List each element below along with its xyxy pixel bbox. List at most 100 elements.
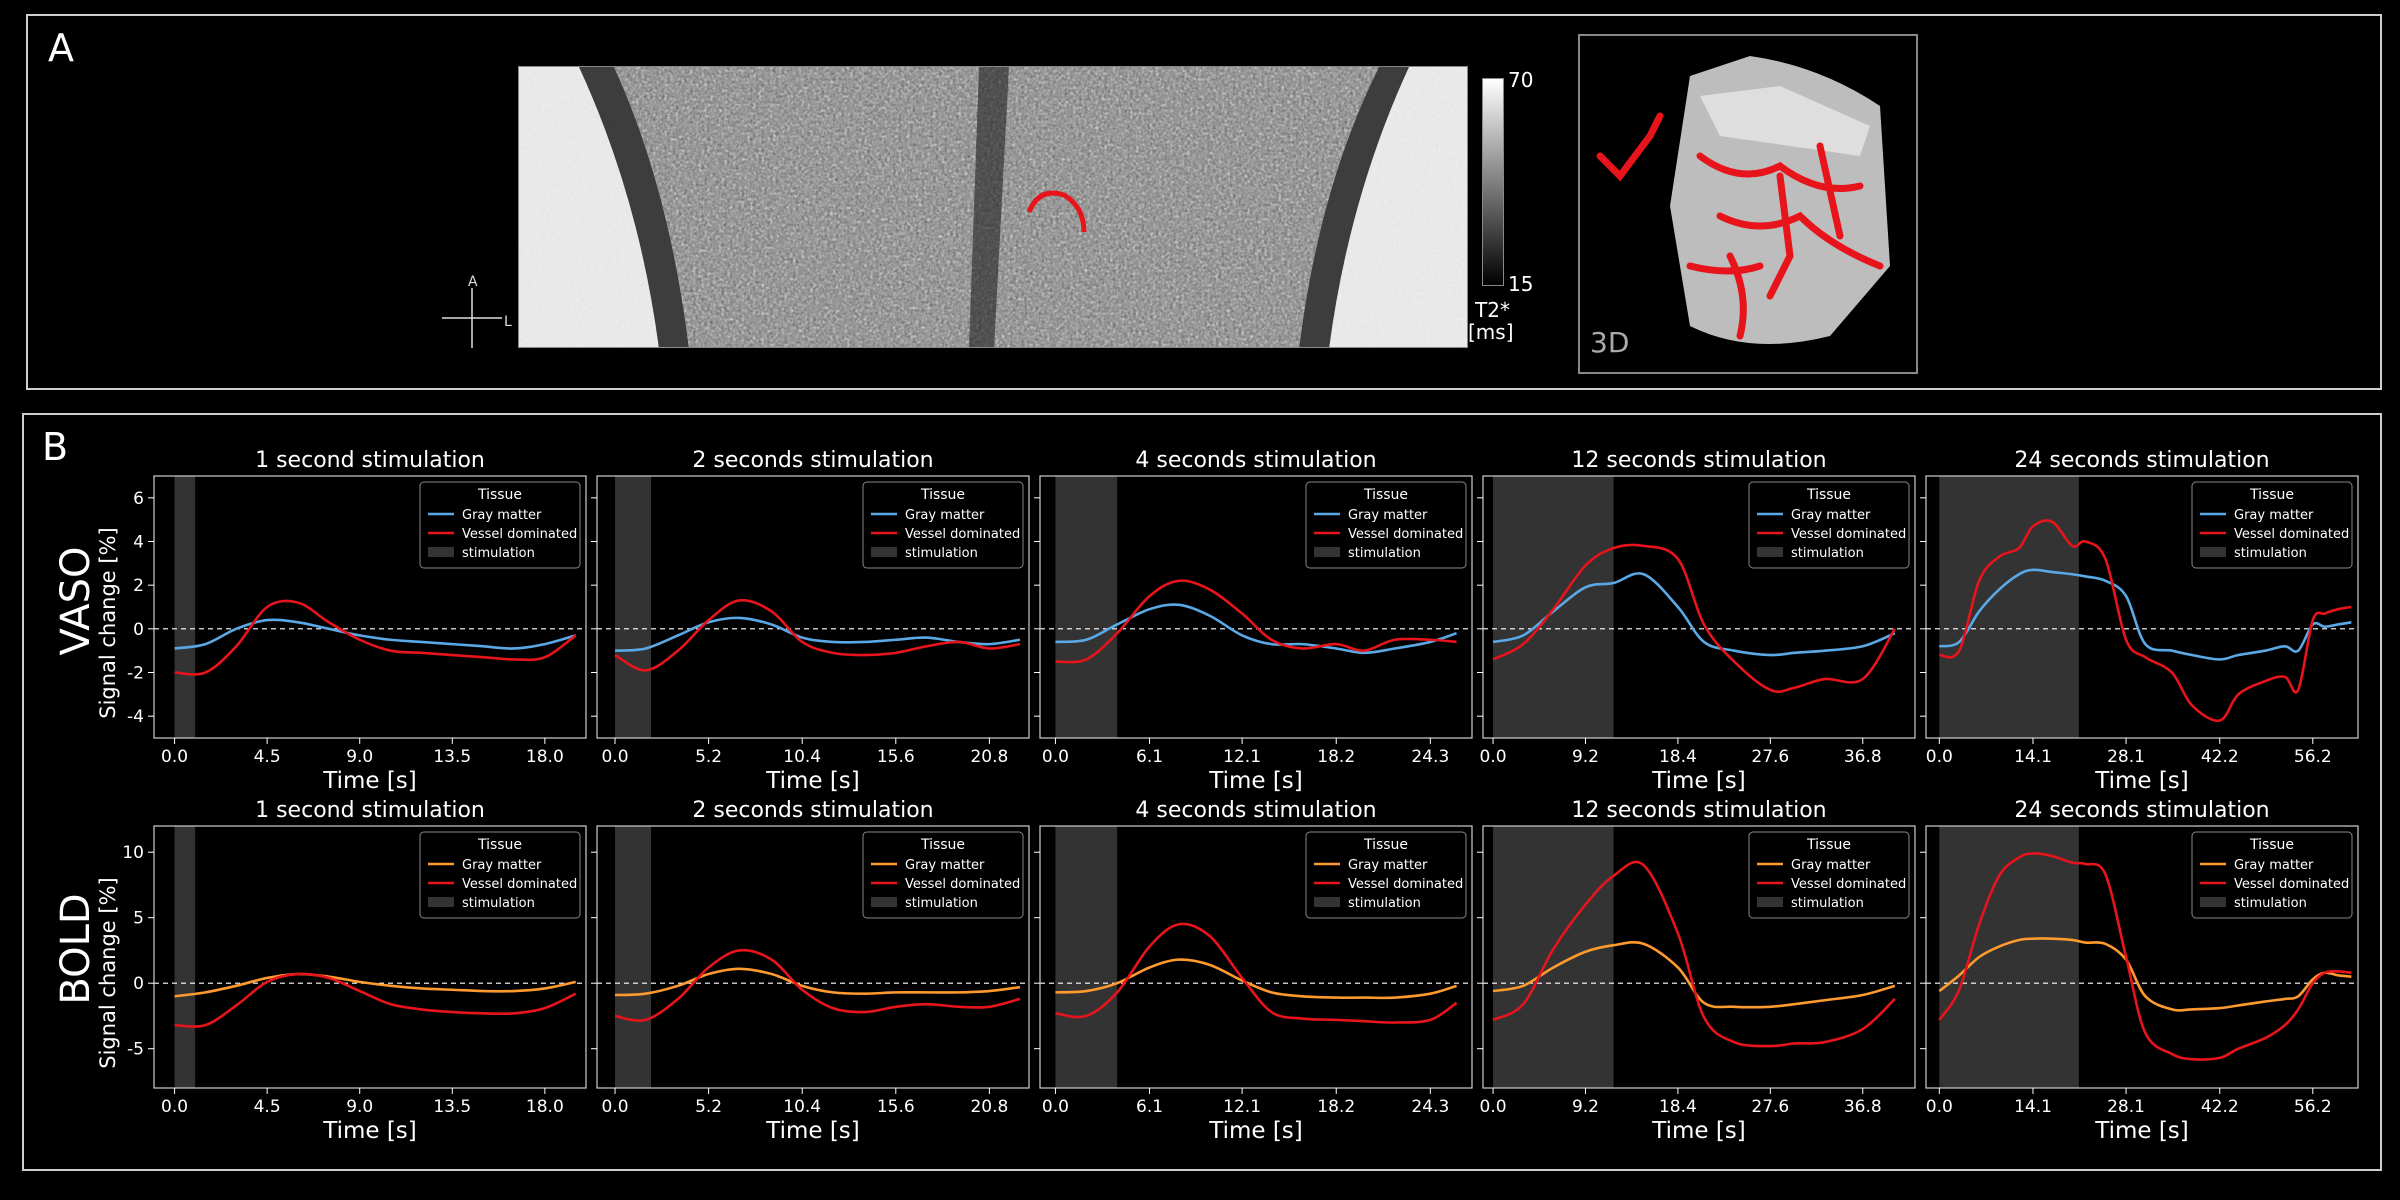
x-tick-label: 36.8 [1844,747,1882,767]
plot-frame [1482,475,1916,739]
orientation-anterior-label: A [468,274,478,290]
chart-bold-2: 2 seconds stimulation 0.0 5.2 10.4 15.6 20.8 T… [591,798,1030,1144]
colorbar-min-label: 15 [1508,272,1534,296]
legend-stimulation-swatch [1757,897,1783,907]
legend-vessel-dominated-label: Vessel dominated [2234,877,2349,892]
x-tick-label: 42.2 [2201,747,2239,767]
legend-title: Tissue [477,837,522,853]
y-tick-label: 10 [122,843,144,863]
x-tick-label: 12.1 [1223,1097,1261,1117]
x-tick-label: 20.8 [970,747,1008,767]
x-tick-label: 18.4 [1659,747,1697,767]
3d-render-image: 3D [1578,34,1918,374]
legend-gray-matter-label: Gray matter [2234,508,2314,523]
x-tick-label: 12.1 [1223,747,1261,767]
legend-box [419,481,581,569]
legend-stimulation-swatch [1314,547,1340,557]
series-line-vessel-dominated [1492,860,1896,1048]
slice-left-dark-band [579,67,689,347]
x-axis-label: Time [s] [1208,1118,1303,1144]
chart-bold-4: 12 seconds stimulation 0.0 9.2 18.4 27.6 36.8… [1477,798,1916,1144]
legend-stimulation-swatch [428,547,454,557]
y-tick-label: 4 [133,533,144,553]
legend-title: Tissue [477,487,522,503]
slice-right-dark-band [1299,67,1409,347]
x-tick-label: 9.2 [1572,1097,1599,1117]
x-tick-label: 5.2 [695,747,722,767]
legend-vessel-dominated-label: Vessel dominated [1348,527,1463,542]
series-line-vessel-dominated [1055,922,1458,1024]
series-line-vessel-dominated [614,598,1021,672]
3d-tissue-highlight [1700,86,1870,156]
plot-frame [1482,825,1916,1089]
x-axis-label: Time [s] [765,768,860,794]
3d-render-drawing [1596,56,1890,344]
stimulation-period [1493,826,1614,1088]
chart-title: 4 seconds stimulation [1135,798,1376,823]
legend-box [862,831,1024,919]
x-tick-label: 13.5 [433,747,471,767]
x-tick-label: 0.0 [1042,1097,1069,1117]
legend-gray-matter-label: Gray matter [905,508,985,523]
x-tick-label: 0.0 [1042,747,1069,767]
panel-a: A 70 15 T2* [ms] A L [26,14,2382,390]
legend-title: Tissue [2249,487,2294,503]
legend-gray-matter-label: Gray matter [2234,858,2314,873]
timecourse-charts: 1 second stimulation 0.0 4.5 9.0 13.5 18.0 Tim… [122,448,2359,1144]
stimulation-period [1939,826,2079,1088]
legend-gray-matter-label: Gray matter [1791,858,1871,873]
legend-title: Tissue [1363,487,1408,503]
x-tick-label: 0.0 [161,1097,188,1117]
legend-title: Tissue [2249,837,2294,853]
x-tick-label: 0.0 [161,747,188,767]
series-line-vessel-dominated [1055,579,1457,664]
legend-box [1748,481,1910,569]
legend-vessel-dominated-label: Vessel dominated [1348,877,1463,892]
legend-gray-matter-label: Gray matter [1791,508,1871,523]
legend-gray-matter-label: Gray matter [1348,858,1428,873]
legend-stimulation-label: stimulation [1348,896,1421,911]
x-tick-label: 9.0 [346,747,373,767]
plot-frame [153,475,587,739]
3d-render-label: 3D [1590,326,1630,359]
legend-gray-matter-label: Gray matter [462,508,542,523]
series-line-vessel-dominated [1938,852,2352,1061]
legend: Tissue Gray matter Vessel dominated stimula… [1305,481,1467,569]
series-line-gray-matter [1055,603,1457,655]
x-tick-label: 5.2 [695,1097,722,1117]
x-tick-label: 27.6 [1751,1097,1789,1117]
legend-title: Tissue [1806,487,1851,503]
x-tick-label: 9.0 [346,1097,373,1117]
orientation-left-label: L [504,314,512,330]
legend-vessel-dominated-label: Vessel dominated [462,527,577,542]
legend: Tissue Gray matter Vessel dominated stimula… [1748,831,1910,919]
legend: Tissue Gray matter Vessel dominated stimula… [419,831,581,919]
legend-vessel-dominated-label: Vessel dominated [462,877,577,892]
legend-vessel-dominated-label: Vessel dominated [2234,527,2349,542]
x-axis-label: Time [s] [1651,1118,1746,1144]
slice-left-bright-region [519,67,689,347]
y-tick-label: 0 [133,974,144,994]
series-line-vessel-dominated [174,599,577,676]
series-line-gray-matter [614,616,1021,652]
legend-title: Tissue [920,487,965,503]
chart-vaso-2: 2 seconds stimulation 0.0 5.2 10.4 15.6 20.8 T… [591,448,1030,794]
x-axis-label: Time [s] [1651,768,1746,794]
legend-title: Tissue [1363,837,1408,853]
series-line-gray-matter [1938,937,2352,1012]
legend-stimulation-label: stimulation [1791,896,1864,911]
x-axis-label: Time [s] [322,768,417,794]
stimulation-period [615,476,651,738]
panel-b-letter: B [42,425,69,469]
t2star-brain-slice-image [518,66,1468,348]
legend-stimulation-label: stimulation [1348,546,1421,561]
slice-midline [969,67,1009,347]
stimulation-period [1055,826,1118,1088]
legend-box [2191,831,2353,919]
t2star-colorbar [1482,78,1504,286]
colorbar-max-label: 70 [1508,68,1534,92]
x-tick-label: 0.0 [1926,1097,1953,1117]
series-line-gray-matter [614,967,1021,997]
legend: Tissue Gray matter Vessel dominated stimula… [1305,831,1467,919]
x-tick-label: 20.8 [970,1097,1008,1117]
